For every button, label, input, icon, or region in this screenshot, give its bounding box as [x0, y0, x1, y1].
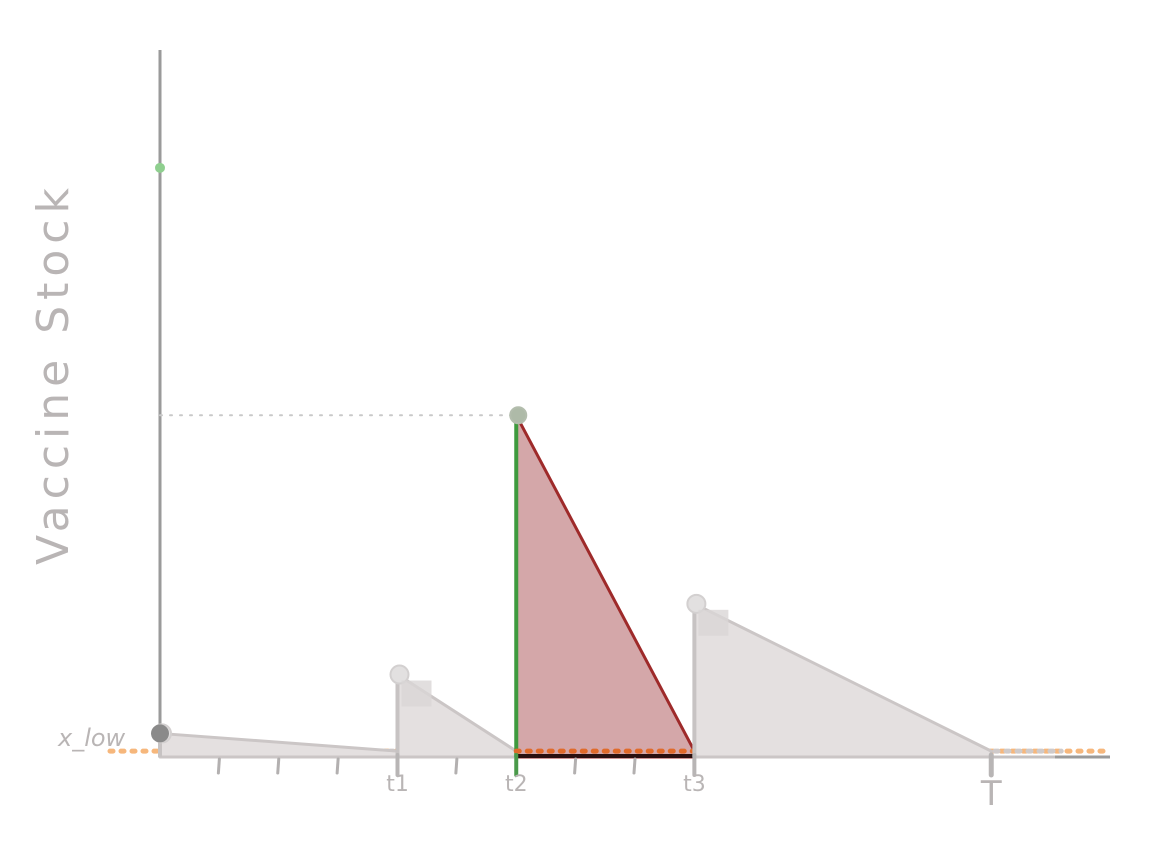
shading-mark-2: [401, 680, 432, 707]
x-low-label: x_low: [57, 724, 126, 752]
minor-tick-6: [632, 757, 637, 775]
y-axis-top-marker: [155, 162, 165, 173]
minor-tick-5: [573, 757, 578, 775]
inventory-area-4: [692, 602, 993, 759]
restock-point-4: [686, 593, 707, 614]
y-axis-label: Vaccine Stock: [28, 182, 79, 565]
minor-tick-1: [216, 757, 221, 775]
minor-tick-2: [276, 757, 281, 775]
minor-tick-3: [335, 757, 340, 775]
x-tick-label-T: T: [980, 774, 1002, 814]
minor-tick-4: [454, 757, 459, 775]
origin-point: [151, 724, 169, 743]
x-tick-label-t3: t3: [683, 772, 706, 797]
shading-mark-4: [698, 609, 729, 636]
x-tick-label-t1: t1: [386, 772, 409, 797]
restock-point-2: [389, 664, 410, 685]
inventory-area-1: [158, 731, 399, 759]
restock-point-3: [509, 406, 528, 425]
inventory-area-3: [514, 413, 696, 759]
x-tick-label-t2: t2: [505, 772, 528, 797]
